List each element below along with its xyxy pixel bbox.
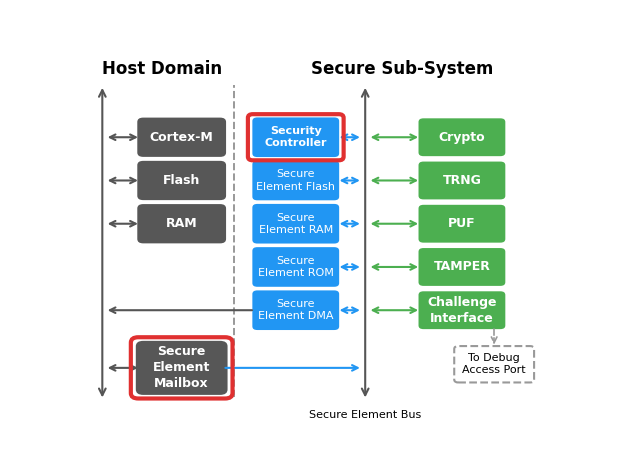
FancyBboxPatch shape [138,117,226,157]
Text: Secure Element Bus: Secure Element Bus [309,410,421,420]
Text: Host Domain: Host Domain [102,60,222,78]
Text: Security
Controller: Security Controller [264,126,327,148]
Text: Cortex-M: Cortex-M [150,131,214,144]
Text: Secure Sub-System: Secure Sub-System [311,60,493,78]
Text: Flash: Flash [163,174,200,187]
FancyBboxPatch shape [252,161,339,200]
FancyBboxPatch shape [252,247,339,287]
Text: RAM: RAM [166,217,198,230]
FancyBboxPatch shape [454,346,534,382]
FancyBboxPatch shape [138,161,226,200]
FancyBboxPatch shape [419,118,506,156]
Text: Secure
Element ROM: Secure Element ROM [258,256,333,278]
Text: Secure
Element
Mailbox: Secure Element Mailbox [153,345,211,390]
Text: To Debug
Access Port: To Debug Access Port [462,353,526,375]
Text: Crypto: Crypto [438,131,485,144]
FancyBboxPatch shape [419,161,506,199]
FancyBboxPatch shape [138,204,226,243]
FancyBboxPatch shape [419,248,506,286]
FancyBboxPatch shape [252,204,339,243]
Text: Secure
Element RAM: Secure Element RAM [259,212,333,235]
Text: TRNG: TRNG [442,174,481,187]
Text: Secure
Element DMA: Secure Element DMA [258,299,333,322]
FancyBboxPatch shape [419,291,506,329]
FancyBboxPatch shape [419,205,506,242]
Text: PUF: PUF [448,217,476,230]
Text: Challenge
Interface: Challenge Interface [427,296,497,325]
FancyBboxPatch shape [252,290,339,330]
FancyBboxPatch shape [252,117,339,157]
Text: Secure
Element Flash: Secure Element Flash [256,169,335,192]
FancyBboxPatch shape [136,341,228,395]
Text: TAMPER: TAMPER [433,261,490,273]
